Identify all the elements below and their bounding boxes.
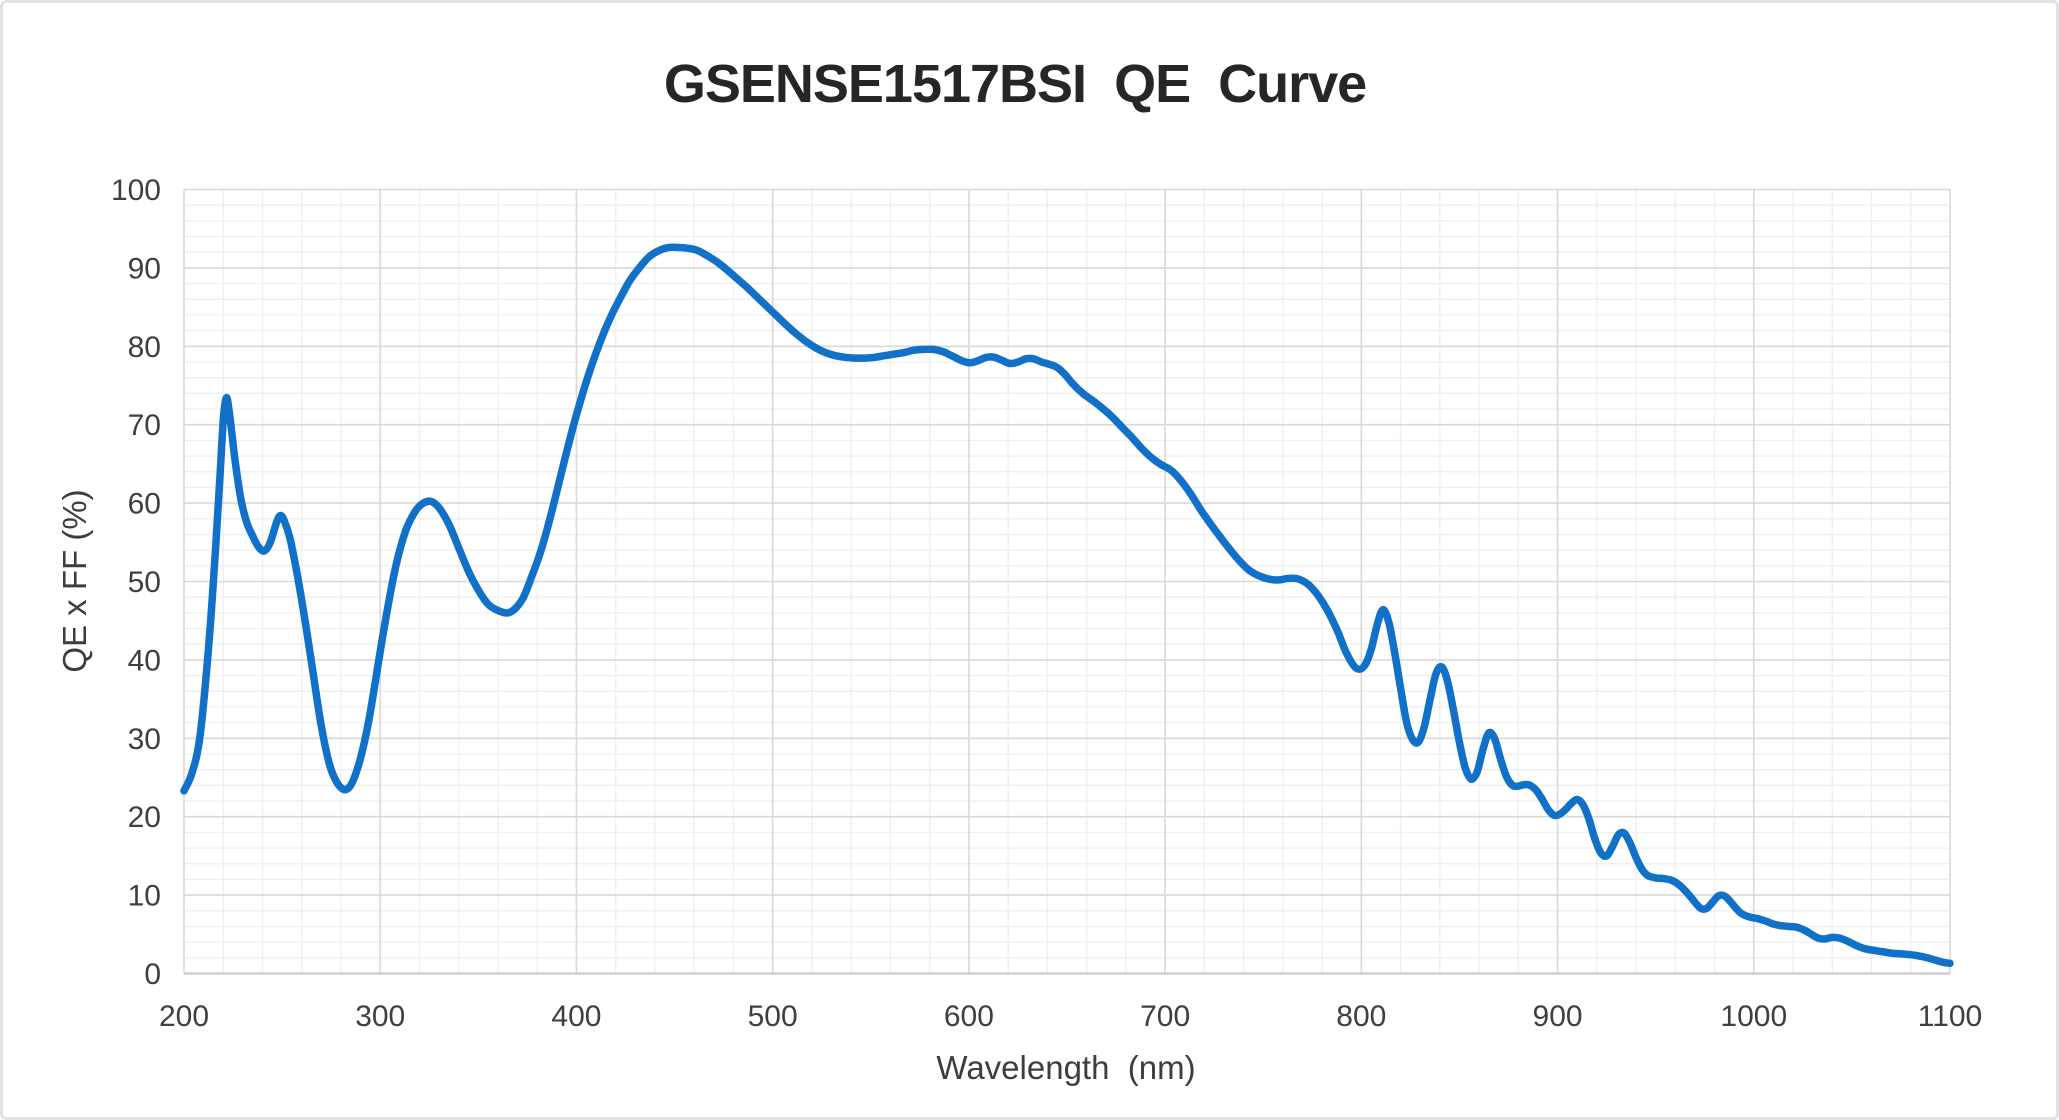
x-tick-label: 700	[1140, 1000, 1190, 1033]
y-tick-labels: 0 10 20 30 40 50 60 70 80 90 100	[111, 174, 161, 991]
x-tick-label: 1100	[1918, 1000, 1983, 1033]
y-tick-label: 20	[128, 801, 161, 834]
x-tick-label: 1000	[1720, 1000, 1787, 1033]
y-tick-label: 70	[128, 409, 161, 442]
y-tick-label: 30	[128, 723, 161, 756]
y-tick-label: 0	[144, 958, 161, 991]
y-tick-label: 100	[111, 174, 161, 207]
x-tick-label: 800	[1336, 1000, 1386, 1033]
x-tick-label: 600	[944, 1000, 994, 1033]
x-tick-label: 400	[551, 1000, 601, 1033]
y-tick-label: 80	[128, 331, 161, 364]
x-tick-label: 200	[159, 1000, 209, 1033]
x-tick-labels: 200 300 400 500 600 700 800 900 1000 1100	[159, 1000, 1982, 1033]
chart-title: GSENSE1517BSI QE Curve	[663, 54, 1367, 114]
y-tick-label: 60	[128, 488, 161, 521]
y-tick-label: 40	[128, 644, 161, 677]
y-tick-label: 90	[128, 252, 161, 285]
x-tick-label: 300	[355, 1000, 405, 1033]
major-gridlines	[183, 188, 1951, 974]
qe-curve-plot-area: 200 300 400 500 600 700 800 900 1000 1100 0 10 20 30 4…	[111, 174, 1982, 1033]
qe-curve-line	[180, 243, 1954, 968]
y-axis-title: QE x FF (%)	[56, 489, 93, 673]
y-tick-label: 10	[128, 880, 161, 913]
x-axis-title: Wavelength (nm)	[936, 1049, 1196, 1086]
x-tick-label: 500	[748, 1000, 798, 1033]
y-tick-label: 50	[128, 566, 161, 599]
x-tick-label: 900	[1533, 1000, 1583, 1033]
